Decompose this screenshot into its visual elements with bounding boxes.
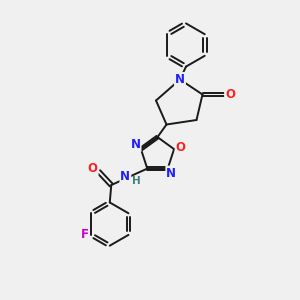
Text: N: N: [130, 138, 141, 151]
Text: F: F: [80, 228, 88, 242]
Text: O: O: [176, 141, 186, 154]
Text: N: N: [120, 169, 130, 183]
Text: N: N: [175, 73, 185, 86]
Text: O: O: [225, 88, 235, 101]
Text: N: N: [166, 167, 176, 180]
Text: H: H: [132, 176, 140, 186]
Text: O: O: [88, 162, 98, 175]
